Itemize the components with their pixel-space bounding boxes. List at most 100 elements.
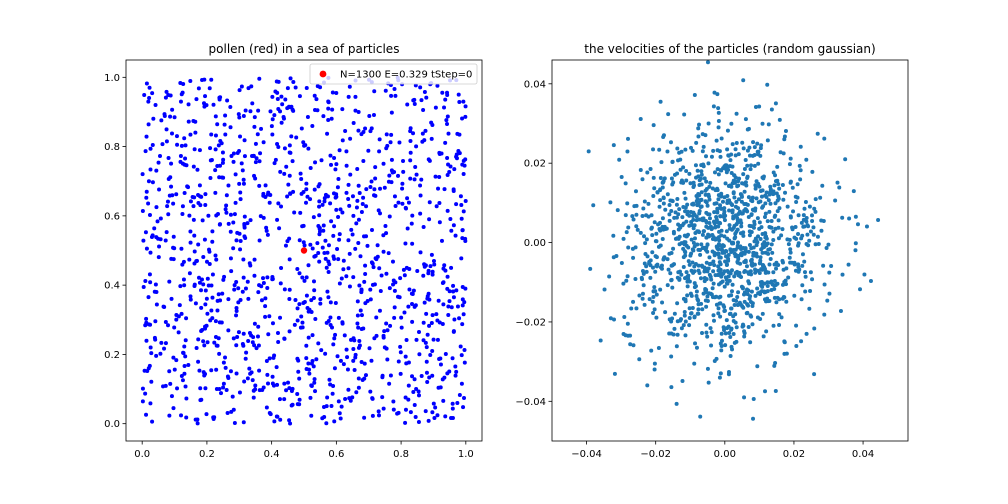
velocity-point [690, 306, 695, 311]
velocity-point [675, 319, 680, 324]
particle-point [335, 246, 340, 251]
particle-point [196, 242, 201, 247]
particle-point [203, 386, 208, 391]
particle-point [284, 388, 289, 393]
particle-point [196, 86, 201, 91]
velocity-point [799, 339, 804, 344]
particle-point [257, 388, 262, 393]
velocity-point [728, 353, 733, 358]
velocity-point [777, 186, 782, 191]
velocity-point [815, 131, 820, 136]
particle-point [263, 194, 268, 199]
particle-point [161, 304, 166, 309]
velocity-point [701, 144, 706, 149]
particle-point [158, 216, 163, 221]
velocity-point [698, 414, 703, 419]
particle-point [265, 372, 270, 377]
velocity-point [727, 330, 732, 335]
particle-point [403, 241, 408, 246]
particle-point [361, 129, 366, 134]
particle-point [408, 150, 413, 155]
particle-point [306, 263, 311, 268]
particle-point [326, 118, 331, 122]
velocity-point [757, 184, 762, 189]
particle-point [156, 160, 161, 165]
particle-point [204, 259, 209, 264]
particle-point [210, 239, 215, 244]
particle-point [188, 229, 193, 234]
velocity-point [717, 260, 722, 265]
particle-point [289, 403, 294, 408]
velocity-point [687, 171, 692, 176]
velocity-point [732, 251, 737, 256]
particle-point [286, 380, 291, 385]
velocity-point [707, 212, 712, 217]
particle-point [312, 377, 317, 382]
particle-point [178, 284, 183, 289]
velocity-point [711, 219, 716, 224]
velocity-point [728, 334, 733, 339]
velocity-point [681, 265, 686, 270]
velocity-point [864, 224, 869, 229]
particle-point [234, 238, 239, 243]
velocity-point [776, 194, 781, 199]
particle-point [379, 273, 384, 278]
particle-point [275, 90, 280, 95]
particle-point [261, 281, 266, 286]
particle-point [445, 155, 450, 160]
velocity-point [697, 182, 702, 187]
particle-point [297, 238, 302, 243]
velocity-point [693, 284, 698, 289]
particle-point [178, 99, 183, 104]
particle-point [403, 395, 408, 400]
velocity-point [651, 311, 656, 315]
particle-point [372, 187, 377, 192]
velocity-point [718, 203, 723, 208]
particle-point [153, 282, 158, 287]
particle-point [282, 287, 287, 292]
velocity-point [716, 282, 721, 287]
particle-point [427, 158, 432, 163]
particle-point [459, 353, 464, 358]
particle-point [406, 383, 411, 388]
velocity-point [658, 198, 663, 203]
velocity-point [810, 277, 815, 282]
velocity-point [742, 251, 747, 256]
velocity-point [779, 233, 784, 238]
particle-point [204, 103, 209, 108]
particle-point [259, 126, 264, 131]
velocity-point [651, 295, 656, 300]
velocity-point [759, 194, 764, 199]
particle-point [463, 236, 468, 241]
particle-point [267, 200, 272, 205]
velocity-point [815, 234, 820, 239]
pollen-y-tick-label: 1.0 [104, 73, 120, 84]
velocity-point [838, 309, 843, 314]
particle-point [431, 259, 436, 264]
particle-point [397, 140, 402, 145]
particle-point [369, 126, 374, 131]
velocity-point [682, 310, 687, 315]
velocity-point [758, 255, 763, 260]
velocity-point [751, 140, 756, 145]
velocity-point [646, 214, 651, 219]
particle-point [462, 396, 467, 401]
velocity-point [742, 334, 747, 339]
particle-point [363, 263, 368, 268]
velocity-point [782, 339, 787, 344]
particle-point [348, 172, 353, 177]
particle-point [377, 137, 382, 142]
particle-point [418, 211, 423, 216]
velocity-point [803, 274, 808, 279]
particle-point [214, 386, 219, 391]
velocity-point [749, 213, 754, 218]
particle-point [171, 201, 176, 206]
velocity-point [716, 252, 721, 257]
velocity-point [631, 255, 636, 260]
particle-point [154, 353, 159, 358]
velocity-point [692, 92, 697, 97]
particle-point [413, 415, 418, 420]
velocity-point [748, 294, 753, 299]
particle-point [462, 348, 467, 352]
particle-point [328, 300, 333, 305]
